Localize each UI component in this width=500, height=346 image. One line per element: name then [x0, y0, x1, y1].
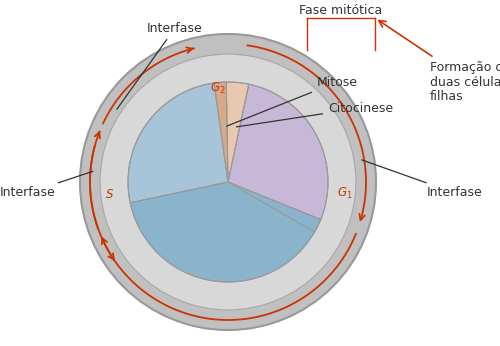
Circle shape: [100, 54, 356, 310]
Text: Interfase: Interfase: [362, 160, 483, 200]
Polygon shape: [226, 82, 249, 182]
Text: Crescimento
celular: Crescimento celular: [168, 122, 252, 154]
Text: Interfase: Interfase: [117, 21, 203, 109]
Polygon shape: [214, 82, 228, 182]
Text: Interfase: Interfase: [0, 171, 93, 200]
Text: Síntese
de DNA: Síntese de DNA: [143, 180, 193, 210]
Text: Fase mitótica: Fase mitótica: [300, 3, 382, 17]
Text: Crescimento
celular: Crescimento celular: [243, 184, 327, 216]
Text: $G_2$: $G_2$: [210, 81, 226, 95]
Text: Citocinese: Citocinese: [236, 101, 393, 127]
Text: $G_1$: $G_1$: [337, 185, 353, 201]
Polygon shape: [128, 83, 228, 203]
Polygon shape: [228, 84, 328, 232]
Text: $S$: $S$: [106, 189, 114, 201]
Text: Mitose: Mitose: [226, 75, 358, 126]
Text: Formação de
duas células
filhas: Formação de duas células filhas: [379, 20, 500, 103]
Circle shape: [80, 34, 376, 330]
Polygon shape: [130, 182, 320, 282]
